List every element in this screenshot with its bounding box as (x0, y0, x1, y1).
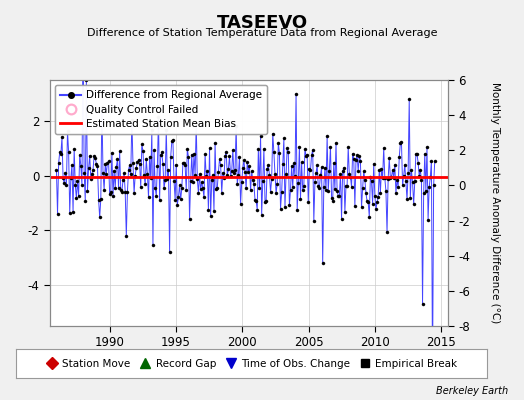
Text: Difference of Station Temperature Data from Regional Average: Difference of Station Temperature Data f… (87, 28, 437, 38)
Legend: Difference from Regional Average, Quality Control Failed, Estimated Station Mean: Difference from Regional Average, Qualit… (55, 85, 267, 134)
Text: TASEEVO: TASEEVO (216, 14, 308, 32)
Text: Berkeley Earth: Berkeley Earth (436, 386, 508, 396)
Y-axis label: Monthly Temperature Anomaly Difference (°C): Monthly Temperature Anomaly Difference (… (490, 82, 500, 324)
Legend: Station Move, Record Gap, Time of Obs. Change, Empirical Break: Station Move, Record Gap, Time of Obs. C… (42, 356, 461, 372)
